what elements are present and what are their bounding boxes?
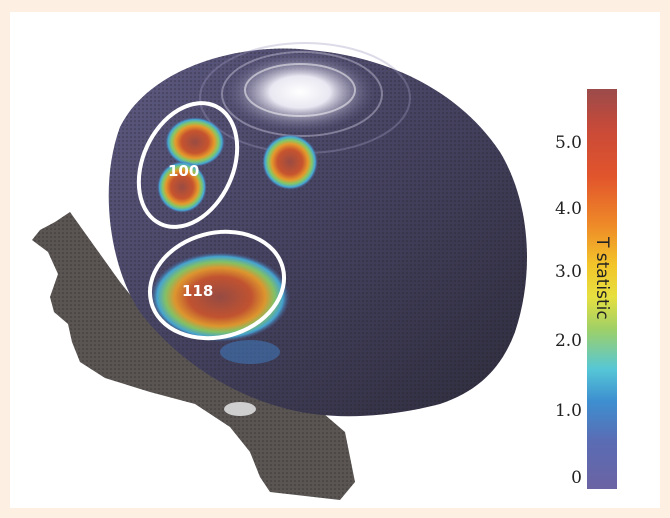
- colorbar-title: T statistic: [592, 237, 612, 320]
- figure-frame: 100 118 5.0 4.0 3.0 2.0 1.0 0 T statisti…: [10, 12, 660, 508]
- svg-text:118: 118: [182, 282, 213, 300]
- colorbar-tick-5: 5.0: [554, 133, 582, 153]
- colorbar-tick-3: 3.0: [554, 262, 582, 282]
- colorbar: [587, 89, 617, 489]
- roi-118: 118: [147, 229, 287, 341]
- head-model-image: 100 118: [32, 42, 528, 500]
- svg-text:100: 100: [168, 162, 199, 180]
- colorbar-tick-2: 2.0: [554, 331, 582, 351]
- colorbar-tick-0: 0: [571, 468, 582, 488]
- roi-100: 100: [136, 101, 240, 229]
- colorbar-tick-4: 4.0: [554, 199, 582, 219]
- colorbar-tick-1: 1.0: [554, 401, 582, 421]
